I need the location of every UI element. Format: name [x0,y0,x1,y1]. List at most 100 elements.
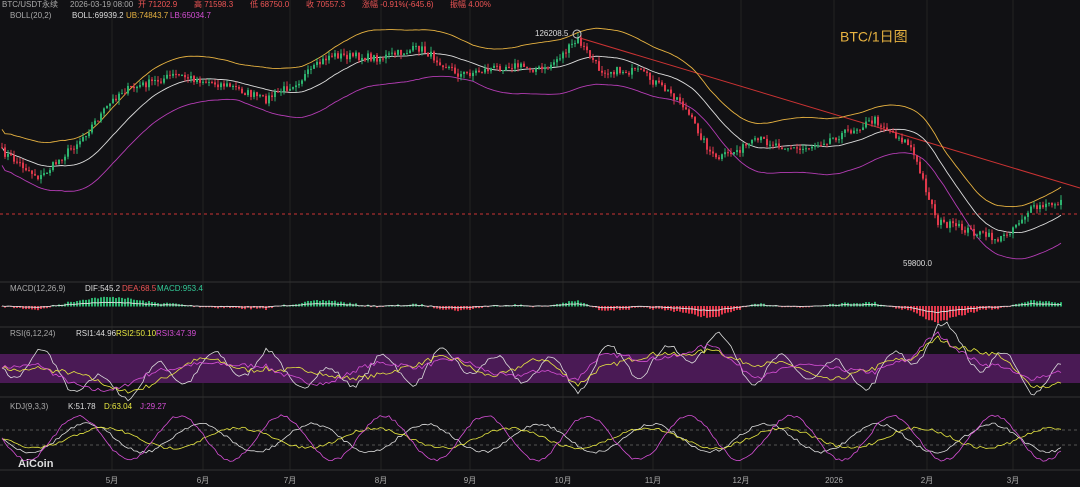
rsi-line [1,331,1062,392]
candle [490,68,492,72]
candle [880,125,882,127]
candle [370,53,372,61]
candle [442,65,444,68]
date: 2026-03-19 08:00 [70,0,134,9]
candle [403,53,405,55]
macd-bar [130,298,132,307]
macd-bar [964,306,966,316]
candle [604,72,606,74]
candle [193,76,195,83]
candle [448,66,450,68]
candle [556,59,558,63]
macd-bar [691,306,693,314]
candle [661,82,663,86]
candle [109,103,111,106]
candle [550,64,552,69]
open: 开 71202.9 [138,0,178,9]
candle [625,71,627,74]
candle [493,65,495,69]
macd-bar [736,306,738,310]
candle [52,162,54,171]
x-tick-label: 6月 [197,476,209,485]
candle [514,63,516,69]
candle [865,121,867,128]
candle [133,86,135,89]
candle [7,153,9,157]
candle [241,88,243,94]
macd-bar [979,306,981,310]
candle [139,85,141,87]
candle [214,82,216,85]
candle [49,170,51,174]
candle [844,129,846,134]
candle [205,81,207,83]
candle [103,108,105,114]
candle [64,156,66,161]
candle [937,215,939,226]
candle [430,51,432,57]
candle [322,58,324,65]
macd-bar [949,306,951,318]
candle [622,71,624,74]
candle [925,178,927,193]
candle [85,136,87,138]
kdj-line [1,422,1062,454]
candle [976,234,978,236]
candle [739,150,741,153]
candle [334,53,336,57]
candle [307,69,309,75]
candle [850,130,852,134]
candle [847,129,849,131]
macd-bar [244,306,246,310]
candle [673,93,675,100]
candle [934,204,936,216]
macd-bar [466,306,468,310]
candle [172,73,174,76]
macd-dea: DEA:68.5 [122,284,157,293]
macd-bar [943,306,945,321]
macd-dif: DIF:545.2 [85,284,121,293]
macd-bar [976,306,978,312]
candle [898,137,900,139]
dif-line [1,301,1062,314]
candle [406,52,408,54]
macd-bar [658,306,660,309]
macd-bar [682,306,684,313]
macd-bar [919,306,921,316]
candle [574,43,576,45]
candle [91,124,93,133]
candle [697,123,699,134]
candle [373,55,375,61]
logo: AiCoin [18,458,54,470]
candle [955,223,957,227]
candle [922,173,924,179]
candle [802,148,804,150]
macd-bar [955,306,957,317]
candle [55,162,57,165]
candle [127,85,129,94]
candle [583,45,585,47]
lower-band [1,75,1062,260]
candle [247,90,249,96]
candle [799,148,801,150]
candle [481,72,483,74]
candle [577,37,579,44]
candle [235,86,237,88]
candle [349,53,351,60]
candle [199,79,201,83]
candle [718,157,720,160]
candle [433,51,435,61]
candle [475,70,477,73]
macd-bar [124,298,126,307]
candle [814,145,816,147]
candle [526,66,528,68]
candle [1048,202,1050,204]
candle [262,95,264,97]
candle [610,71,612,74]
macd-bar [457,306,459,312]
macd-bar [685,306,687,313]
candle [793,147,795,149]
candle [742,144,744,153]
rsi2: RSI2:50.10 [116,329,157,338]
